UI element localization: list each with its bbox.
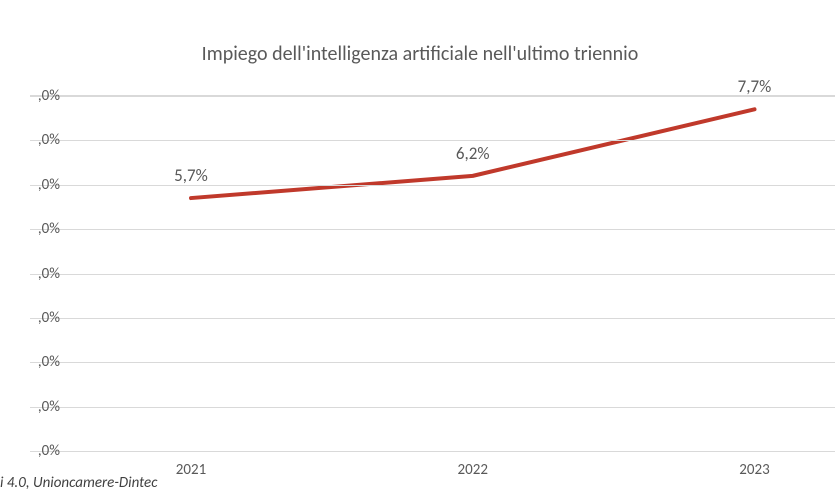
y-tick-label: ,0%: [0, 398, 60, 416]
y-tick-label: ,0%: [0, 131, 60, 149]
chart-title: Impiego dell'intelligenza artificiale ne…: [0, 42, 840, 66]
x-tick-label: 2022: [458, 461, 488, 479]
gridline: [30, 274, 835, 275]
gridline: [30, 185, 835, 186]
gridline: [30, 451, 835, 452]
gridline: [30, 140, 835, 141]
chart-container: { "chart": { "type": "line", "title": "I…: [0, 0, 840, 500]
y-tick-label: ,0%: [0, 309, 60, 327]
data-label: 7,7%: [738, 76, 772, 97]
gridline: [30, 407, 835, 408]
gridline: [30, 362, 835, 363]
plot-area: ,0%,0%,0%,0%,0%,0%,0%,0%,0%2021202220235…: [30, 95, 835, 451]
x-tick-label: 2021: [176, 461, 206, 479]
y-tick-label: ,0%: [0, 87, 60, 105]
gridline: [30, 318, 835, 319]
y-tick-label: ,0%: [0, 353, 60, 371]
data-label: 6,2%: [456, 143, 490, 164]
source-footer: i 4.0, Unioncamere-Dintec: [0, 474, 157, 492]
y-tick-label: ,0%: [0, 176, 60, 194]
y-tick-label: ,0%: [0, 220, 60, 238]
y-tick-label: ,0%: [0, 442, 60, 460]
gridline: [30, 229, 835, 230]
gridline: [30, 96, 835, 97]
data-label: 5,7%: [174, 165, 208, 186]
x-tick-label: 2023: [739, 461, 769, 479]
y-tick-label: ,0%: [0, 265, 60, 283]
